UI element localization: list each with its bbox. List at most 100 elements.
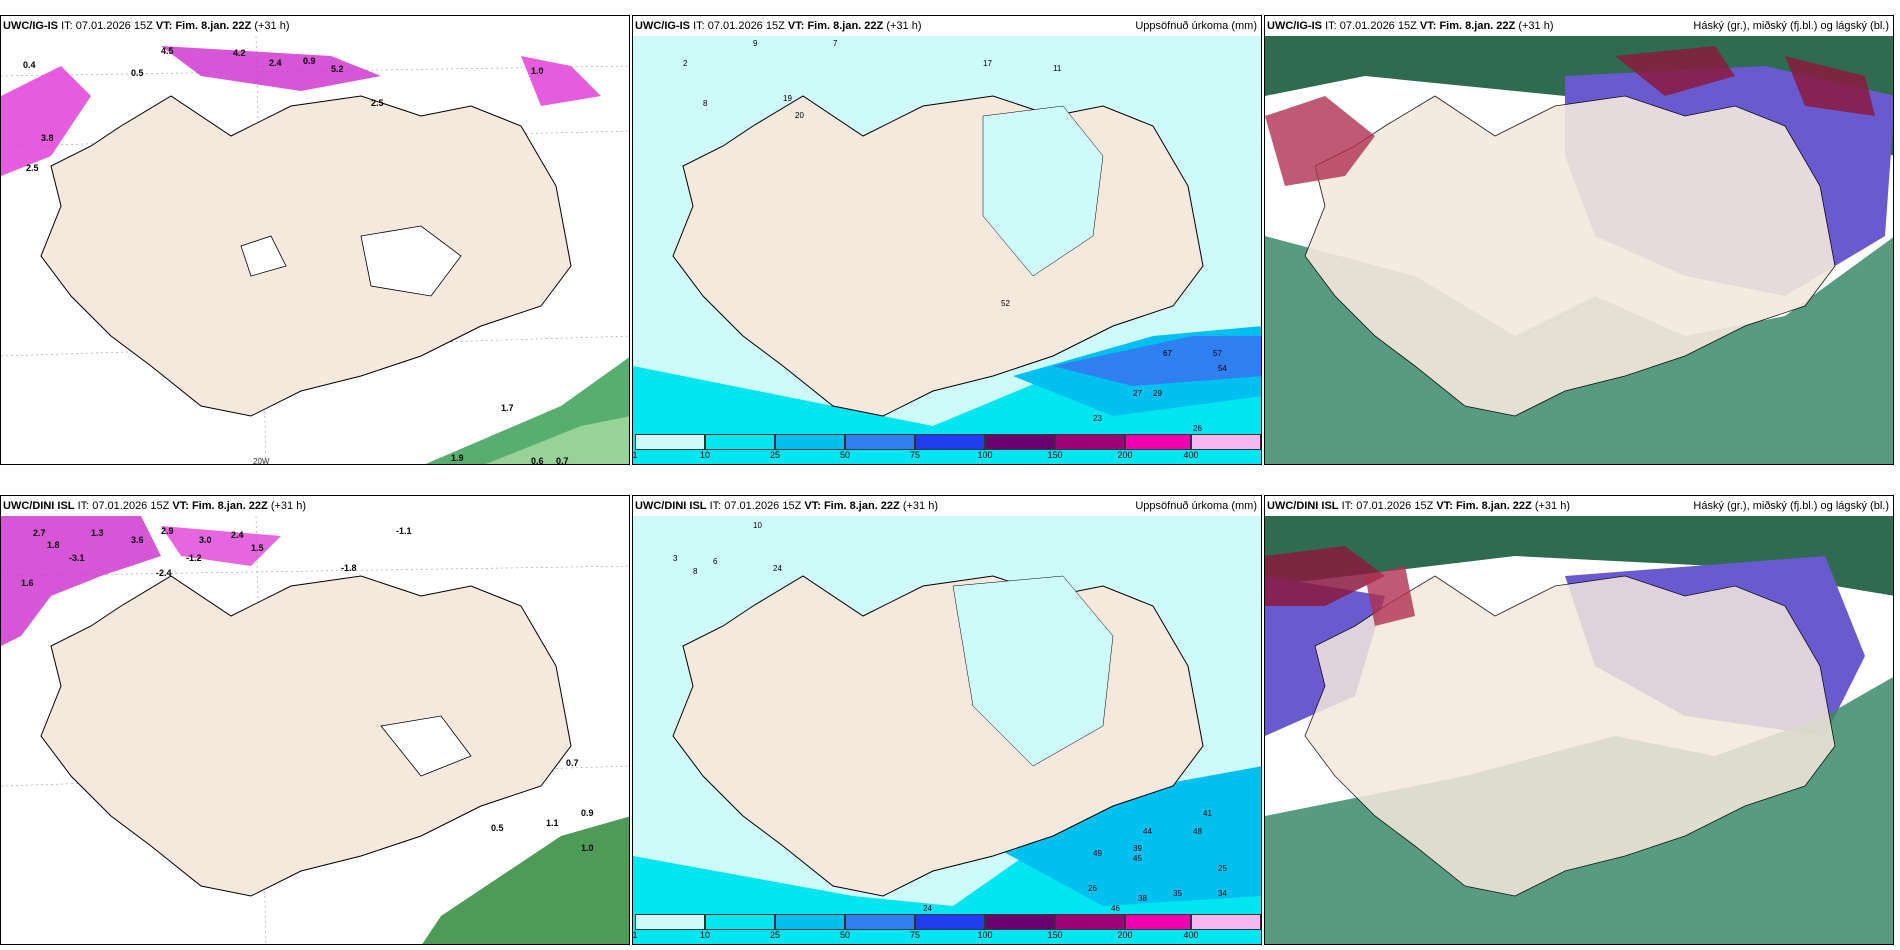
precip-label: 20 <box>795 111 804 120</box>
precip-label: 67 <box>1163 349 1172 358</box>
temp-label: 5.2 <box>331 64 344 74</box>
precip-label: 23 <box>1093 414 1102 423</box>
panel-header: UWC/DINI ISL IT: 07.01.2026 15Z VT: Fim.… <box>3 500 306 512</box>
precip-label: 35 <box>1173 889 1182 898</box>
precip-label: 24 <box>773 564 782 573</box>
temp-label: 2.4 <box>231 530 244 540</box>
legend-swatch <box>1125 434 1191 450</box>
legend-swatch <box>1191 914 1261 930</box>
temp-label: 1.0 <box>531 66 544 76</box>
legend-tick: 75 <box>909 930 921 940</box>
precip-label: 8 <box>703 99 708 108</box>
temp-label: -3.1 <box>69 553 85 563</box>
temp-label: 0.7 <box>566 758 579 768</box>
panel-temp-dini: UWC/DINI ISL IT: 07.01.2026 15Z VT: Fim.… <box>0 495 630 945</box>
legend-tick: 200 <box>1117 930 1133 940</box>
legend-tick: 25 <box>769 930 781 940</box>
precip-label: 52 <box>1001 299 1010 308</box>
legend-tick: 150 <box>1047 450 1063 460</box>
legend-tick: 10 <box>699 450 711 460</box>
map-temp-ig: 0.4 0.5 4.5 4.2 2.4 0.9 5.2 1.0 2.5 3.8 … <box>1 36 629 465</box>
temp-label: 0.5 <box>491 823 504 833</box>
legend-tick: 100 <box>977 450 993 460</box>
temp-label: 1.8 <box>47 540 60 550</box>
temp-label: 1.7 <box>501 403 514 413</box>
legend-swatch <box>915 914 985 930</box>
legend-tick: 150 <box>1047 930 1063 940</box>
precip-label: 2 <box>683 59 688 68</box>
legend-tick: 400 <box>1183 930 1199 940</box>
legend-swatch <box>775 434 845 450</box>
precip-label: 26 <box>1193 424 1202 433</box>
legend-swatch <box>705 434 775 450</box>
legend-swatch <box>845 914 915 930</box>
panel-cloud-ig: UWC/IG-IS IT: 07.01.2026 15Z VT: Fim. 8.… <box>1264 15 1894 465</box>
legend-swatch <box>775 914 845 930</box>
legend-tick: 100 <box>977 930 993 940</box>
precip-label: 24 <box>923 904 932 913</box>
temp-label: 3.8 <box>41 133 54 143</box>
temp-label: 0.6 <box>531 456 544 465</box>
temp-label: 0.4 <box>23 60 36 70</box>
legend-tick: 1 <box>632 930 638 940</box>
map-cloud-dini <box>1265 516 1893 944</box>
map-cloud-ig <box>1265 36 1893 464</box>
legend-tick: 200 <box>1117 450 1133 460</box>
legend-tick: 50 <box>839 930 851 940</box>
precip-label: 41 <box>1203 809 1212 818</box>
precip-label: 27 <box>1133 389 1142 398</box>
precip-label: 25 <box>1218 864 1227 873</box>
legend-swatch <box>985 914 1055 930</box>
temp-label: 1.0 <box>581 843 594 853</box>
temp-label: -2.4 <box>156 568 172 578</box>
temp-label: -1.8 <box>341 563 357 573</box>
lon-label: 20W <box>253 457 270 465</box>
legend-swatch <box>1055 434 1125 450</box>
precip-label: 7 <box>833 39 838 48</box>
precip-label: 19 <box>783 94 792 103</box>
precip-label: 9 <box>753 39 758 48</box>
legend-tick: 10 <box>699 930 711 940</box>
legend-tick: 25 <box>769 450 781 460</box>
temp-label: 2.5 <box>371 98 384 108</box>
panel-temp-ig: UWC/IG-IS IT: 07.01.2026 15Z VT: Fim. 8.… <box>0 15 630 465</box>
legend-swatch <box>985 434 1055 450</box>
temp-label: 1.5 <box>251 543 264 553</box>
precip-label: 6 <box>713 557 718 566</box>
precip-label: 8 <box>693 567 698 576</box>
temp-label: 0.5 <box>131 68 144 78</box>
legend-swatch <box>1191 434 1261 450</box>
panel-precip-ig: UWC/IG-IS IT: 07.01.2026 15Z VT: Fim. 8.… <box>632 15 1262 465</box>
precip-label: 38 <box>1138 894 1147 903</box>
legend-tick: 1 <box>632 450 638 460</box>
legend-tick: 400 <box>1183 450 1199 460</box>
legend-tick: 50 <box>839 450 851 460</box>
legend-swatch <box>635 914 705 930</box>
map-precip-dini: 10 8 6 3 24 39 41 48 44 45 49 25 26 38 3… <box>633 516 1261 944</box>
precip-label: 48 <box>1193 827 1202 836</box>
temp-label: 1.1 <box>546 818 559 828</box>
legend-swatch <box>915 434 985 450</box>
legend-swatch <box>1125 914 1191 930</box>
map-temp-dini: -1.1 2.7 1.8 1.3 3.6 2.9 3.0 2.4 1.5 -3.… <box>1 516 629 944</box>
precip-label: 46 <box>1111 904 1120 913</box>
precip-label: 11 <box>1053 64 1062 73</box>
precip-legend: 1 10 25 50 75 100 150 200 400 <box>632 914 1261 942</box>
temp-label: 2.9 <box>161 526 174 536</box>
temp-label: 4.5 <box>161 46 174 56</box>
panel-header: UWC/IG-IS IT: 07.01.2026 15Z VT: Fim. 8.… <box>1267 20 1889 32</box>
precip-label: 44 <box>1143 827 1152 836</box>
temp-label: 4.2 <box>233 48 246 58</box>
map-precip-ig: 2 8 9 7 17 11 19 20 52 67 57 54 27 29 23… <box>633 36 1261 464</box>
legend-swatch <box>845 434 915 450</box>
temp-label: 3.6 <box>131 535 144 545</box>
precip-label: 39 <box>1133 844 1142 853</box>
panel-precip-dini: UWC/DINI ISL IT: 07.01.2026 15Z VT: Fim.… <box>632 495 1262 945</box>
precip-label: 49 <box>1093 849 1102 858</box>
temp-label: 2.5 <box>26 163 39 173</box>
precip-label: 17 <box>983 59 992 68</box>
panel-header: UWC/IG-IS IT: 07.01.2026 15Z VT: Fim. 8.… <box>3 20 290 32</box>
temp-label: -1.2 <box>186 553 202 563</box>
precip-label: 54 <box>1218 364 1227 373</box>
legend-swatch <box>635 434 705 450</box>
